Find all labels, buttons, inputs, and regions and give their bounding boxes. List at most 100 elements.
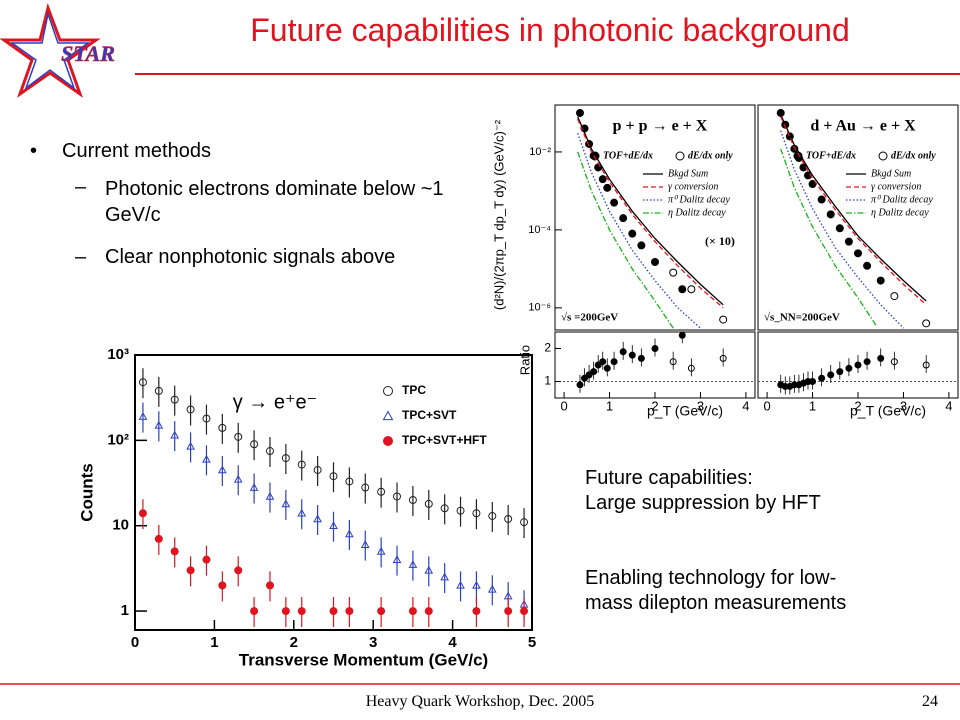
legend-label: η Dalitz decay [668,207,726,218]
marker [155,535,162,542]
marker [346,608,353,615]
x-tick-label: 4 [742,398,749,413]
x-tick-label: 1 [809,398,816,413]
legend-label: TOF+dE/dx [806,150,856,161]
y-tick-label: 1 [121,602,129,619]
y-tick-label: 10 [112,517,129,534]
marker [638,242,645,249]
marker [187,567,194,574]
marker [864,359,870,365]
bullet-text: Current methods [62,140,211,163]
marker [720,316,727,323]
legend-label: dE/dx only [891,150,936,161]
energy-label: √s =200GeV [561,312,618,324]
marker [620,215,627,222]
legend-label: γ conversion [871,181,921,192]
legend-label: TOF+dE/dx [603,150,653,161]
marker [836,225,843,232]
legend-label: TPC+SVT+HFT [402,433,487,447]
marker [819,375,825,381]
marker [577,109,584,116]
y-axis-label: (d²N)/(2πp_T dp_T dy) (GeV/c)⁻² [491,119,506,310]
x-tick-label: 1 [606,398,613,413]
marker [384,387,393,396]
ratio-tick-label: 2 [544,341,551,355]
slide: STAR 01234511010²10³Transverse Momentum … [0,0,960,720]
marker [638,355,644,361]
legend-label: η Dalitz decay [871,207,929,218]
curve [578,152,674,328]
y-tick-label: 10⁻² [529,146,551,158]
marker [679,286,686,293]
y-tick-label: 10⁻⁶ [528,302,551,314]
marker [139,510,146,517]
marker [629,352,635,358]
y-tick-label: 10² [107,431,129,448]
x-tick-label: 0 [763,398,770,413]
marker [600,359,606,365]
marker [879,152,887,160]
spectra-chart: (d²N)/(2πp_T dp_T dy) (GeV/c)⁻²Ratio0123… [491,105,958,419]
x-tick-label: 3 [369,634,377,651]
slide-title: Future capabilities in photonic backgrou… [150,12,950,49]
marker [877,277,884,284]
marker [298,608,305,615]
x-tick-label: 1 [210,634,218,651]
dash: – [75,176,86,199]
marker [855,362,861,368]
marker [577,382,583,388]
legend-label: dE/dx only [688,150,733,161]
y-tick-label: 10³ [107,346,129,363]
note-line: Large suppression by HFT [585,491,821,516]
footer-text: Heavy Quark Workshop, Dec. 2005 [0,693,960,711]
x-tick-label: 0 [560,398,567,413]
marker [891,293,898,300]
marker [855,250,862,257]
marker [591,369,597,375]
plot-frame [135,355,532,630]
marker [611,199,618,206]
note-line: Future capabilities: [585,466,753,491]
sub-bullet: Clear nonphotonic signals above [105,246,395,269]
x-tick-label: 4 [448,634,457,651]
marker [652,258,659,265]
marker [670,269,677,276]
x-axis-label: p_T (GeV/c) [647,403,723,419]
marker [604,365,610,371]
ratio-tick-label: 1 [544,374,551,388]
legend-label: TPC [402,383,426,397]
marker [378,608,385,615]
legend-label: γ conversion [668,181,718,192]
marker [679,332,685,338]
marker [878,355,884,361]
marker [845,238,852,245]
marker [828,372,834,378]
marker [266,582,273,589]
page-number: 24 [922,693,938,711]
marker [611,359,617,365]
marker [688,286,695,293]
energy-label: √s_NN=200GeV [764,312,840,324]
annotation: (× 10) [705,234,735,248]
marker [171,548,178,555]
x-axis-label: p_T (GeV/c) [850,403,926,419]
panel-title: d + Au → e + X [810,118,916,135]
marker [330,608,337,615]
marker [203,556,210,563]
marker [599,176,606,183]
marker [505,608,512,615]
dash: – [75,246,86,269]
marker [251,608,258,615]
marker [521,608,528,615]
marker [384,412,393,420]
marker [837,369,843,375]
marker [923,320,930,327]
marker [384,437,393,446]
x-axis-label: Transverse Momentum (GeV/c) [239,650,488,669]
marker [620,349,626,355]
marker [235,567,242,574]
marker [425,608,432,615]
bullet: • [30,140,37,163]
sub-bullet: Photonic electrons dominate below ~1 GeV… [105,176,455,228]
marker [676,152,684,160]
